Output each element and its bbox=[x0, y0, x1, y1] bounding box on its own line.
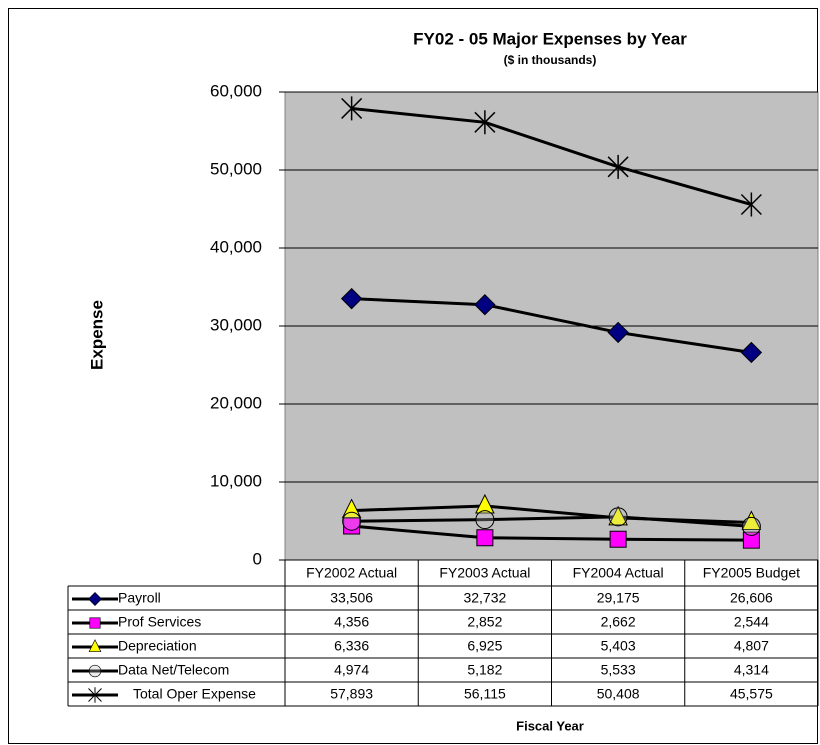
point bbox=[474, 110, 496, 135]
legend-marker bbox=[88, 664, 102, 678]
table-value: 33,506 bbox=[330, 590, 373, 606]
chart-subtitle: ($ in thousands) bbox=[504, 53, 597, 67]
legend-label: Total Oper Expense bbox=[133, 686, 256, 702]
table-value: 4,807 bbox=[734, 638, 769, 654]
x-tick-label: FY2005 Budget bbox=[703, 565, 800, 581]
table-value: 6,925 bbox=[467, 638, 502, 654]
legend-marker bbox=[88, 687, 102, 703]
y-tick-label: 20,000 bbox=[210, 393, 262, 412]
legend-marker bbox=[89, 617, 101, 629]
point bbox=[742, 531, 760, 549]
legend-label: Data Net/Telecom bbox=[118, 662, 229, 678]
y-tick-label: 60,000 bbox=[210, 81, 262, 100]
x-tick-label: FY2004 Actual bbox=[573, 565, 664, 581]
point bbox=[741, 510, 762, 531]
legend-label: Depreciation bbox=[118, 638, 197, 654]
legend-marker bbox=[88, 592, 102, 606]
point bbox=[740, 341, 763, 364]
chart-title: FY02 - 05 Major Expenses by Year bbox=[413, 29, 687, 48]
table-value: 56,115 bbox=[464, 686, 506, 702]
point bbox=[474, 293, 496, 316]
y-tick-label: 30,000 bbox=[210, 315, 262, 334]
point bbox=[476, 529, 494, 547]
table-value: 4,314 bbox=[734, 662, 769, 678]
legend-label: Payroll bbox=[118, 590, 161, 606]
table-value: 5,533 bbox=[601, 662, 636, 678]
point bbox=[740, 192, 762, 217]
point bbox=[609, 530, 627, 548]
table-value: 6,336 bbox=[334, 638, 369, 654]
table-value: 26,606 bbox=[730, 590, 773, 606]
x-tick-label: FY2003 Actual bbox=[439, 565, 530, 581]
table-value: 29,175 bbox=[597, 590, 640, 606]
y-tick-label: 50,000 bbox=[210, 159, 262, 178]
point bbox=[741, 516, 761, 536]
table-value: 45,575 bbox=[730, 686, 773, 702]
x-axis-label: Fiscal Year bbox=[516, 718, 584, 733]
table-value: 32,732 bbox=[463, 590, 506, 606]
point bbox=[340, 287, 363, 310]
series-line bbox=[351, 524, 752, 542]
point bbox=[475, 510, 495, 530]
table-value: 4,356 bbox=[334, 614, 369, 630]
y-tick-label: 40,000 bbox=[210, 237, 262, 256]
table-value: 2,852 bbox=[467, 614, 502, 630]
point bbox=[341, 96, 363, 121]
table-value: 2,662 bbox=[601, 614, 636, 630]
point bbox=[342, 511, 362, 531]
point bbox=[607, 321, 629, 344]
y-tick-label: 0 bbox=[253, 549, 262, 568]
point bbox=[607, 154, 629, 179]
series-line bbox=[351, 106, 752, 206]
table-value: 2,544 bbox=[734, 614, 769, 630]
table-value: 4,974 bbox=[334, 662, 369, 678]
x-tick-label: FY2002 Actual bbox=[306, 565, 397, 581]
y-axis-label: Expense bbox=[87, 300, 106, 370]
table-value: 5,182 bbox=[467, 662, 502, 678]
y-tick-label: 10,000 bbox=[210, 471, 262, 490]
point bbox=[475, 493, 495, 514]
table-value: 5,403 bbox=[601, 638, 636, 654]
table-value: 50,408 bbox=[597, 686, 640, 702]
legend-marker bbox=[88, 639, 102, 652]
series-line bbox=[351, 515, 752, 528]
point bbox=[608, 507, 628, 527]
table-value: 57,893 bbox=[330, 686, 373, 702]
point bbox=[608, 505, 628, 526]
legend-label: Prof Services bbox=[118, 614, 201, 630]
series-line bbox=[351, 297, 752, 354]
